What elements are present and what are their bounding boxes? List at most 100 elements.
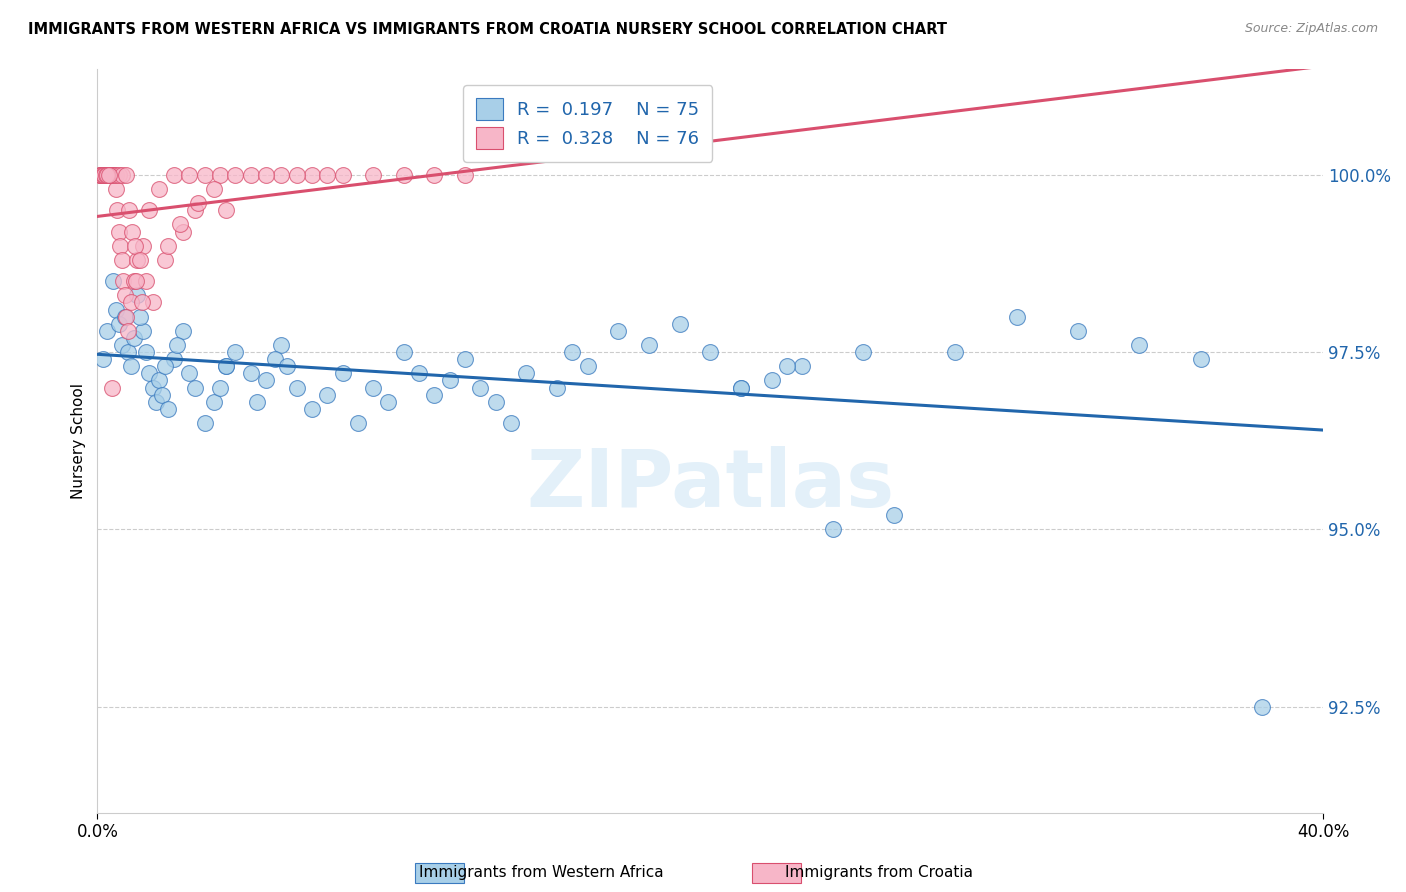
Point <box>91 168 114 182</box>
Point <box>105 203 128 218</box>
Point <box>115 310 138 324</box>
Point <box>638 338 661 352</box>
Point <box>423 168 446 182</box>
Point <box>148 374 170 388</box>
Text: ZIPatlas: ZIPatlas <box>526 446 894 524</box>
Text: Source: ZipAtlas.com: Source: ZipAtlas.com <box>1244 22 1378 36</box>
Point <box>153 252 176 267</box>
Point <box>224 168 246 182</box>
Point <box>101 380 124 394</box>
Point <box>561 345 583 359</box>
Point <box>215 359 238 374</box>
Point <box>730 380 752 394</box>
Point <box>184 203 207 218</box>
Point <box>98 168 121 182</box>
Point <box>103 168 125 182</box>
Point <box>114 288 136 302</box>
Text: IMMIGRANTS FROM WESTERN AFRICA VS IMMIGRANTS FROM CROATIA NURSERY SCHOOL CORRELA: IMMIGRANTS FROM WESTERN AFRICA VS IMMIGR… <box>28 22 948 37</box>
Point <box>1250 699 1272 714</box>
Point <box>852 345 875 359</box>
Point <box>96 168 118 182</box>
Point <box>699 345 721 359</box>
Point <box>194 416 217 430</box>
Point <box>208 380 231 394</box>
Point <box>117 324 139 338</box>
Point <box>122 331 145 345</box>
Point <box>121 225 143 239</box>
Point <box>153 359 176 374</box>
Point <box>1067 324 1090 338</box>
Point <box>138 203 160 218</box>
Point <box>124 274 146 288</box>
Point <box>132 324 155 338</box>
Point <box>332 367 354 381</box>
Point <box>454 352 477 367</box>
Point <box>163 352 186 367</box>
Point <box>105 168 128 182</box>
Point <box>96 324 118 338</box>
Point <box>141 380 163 394</box>
Point <box>111 338 134 352</box>
Point <box>347 416 370 430</box>
Point <box>111 252 134 267</box>
Point <box>114 310 136 324</box>
Point <box>108 168 131 182</box>
Point <box>239 168 262 182</box>
Point <box>132 239 155 253</box>
Point <box>668 317 690 331</box>
Point <box>93 168 115 182</box>
Point <box>316 168 339 182</box>
Point <box>1189 352 1212 367</box>
Point <box>145 394 167 409</box>
Point <box>194 168 217 182</box>
Point <box>730 380 752 394</box>
Point <box>110 239 132 253</box>
Point <box>138 367 160 381</box>
Point <box>104 302 127 317</box>
Point <box>129 252 152 267</box>
Point <box>148 182 170 196</box>
Point <box>316 387 339 401</box>
Point <box>89 168 111 182</box>
Point <box>117 203 139 218</box>
Point <box>499 416 522 430</box>
Point <box>470 380 492 394</box>
Point <box>285 168 308 182</box>
Point <box>94 168 117 182</box>
Point <box>122 274 145 288</box>
Point <box>169 218 191 232</box>
Y-axis label: Nursery School: Nursery School <box>72 383 86 499</box>
Point <box>276 359 298 374</box>
Point <box>202 394 225 409</box>
Point <box>454 168 477 182</box>
Point <box>215 359 238 374</box>
Point <box>332 168 354 182</box>
Point <box>127 252 149 267</box>
Point <box>101 274 124 288</box>
Point <box>301 168 323 182</box>
Point <box>93 168 115 182</box>
Point <box>141 295 163 310</box>
Point <box>94 168 117 182</box>
Point <box>546 380 568 394</box>
Point <box>254 374 277 388</box>
Point <box>246 394 269 409</box>
Point <box>107 225 129 239</box>
Point <box>179 168 201 182</box>
Point <box>187 196 209 211</box>
Point <box>166 338 188 352</box>
Point <box>202 182 225 196</box>
Point <box>883 508 905 523</box>
Point <box>761 374 783 388</box>
Point <box>156 401 179 416</box>
Point <box>184 380 207 394</box>
Point <box>423 387 446 401</box>
Point <box>408 367 430 381</box>
Point <box>285 380 308 394</box>
Text: Immigrants from Croatia: Immigrants from Croatia <box>785 865 973 880</box>
Point <box>100 168 122 182</box>
Point <box>135 274 157 288</box>
Point <box>103 168 125 182</box>
Point <box>392 345 415 359</box>
Point <box>124 239 146 253</box>
